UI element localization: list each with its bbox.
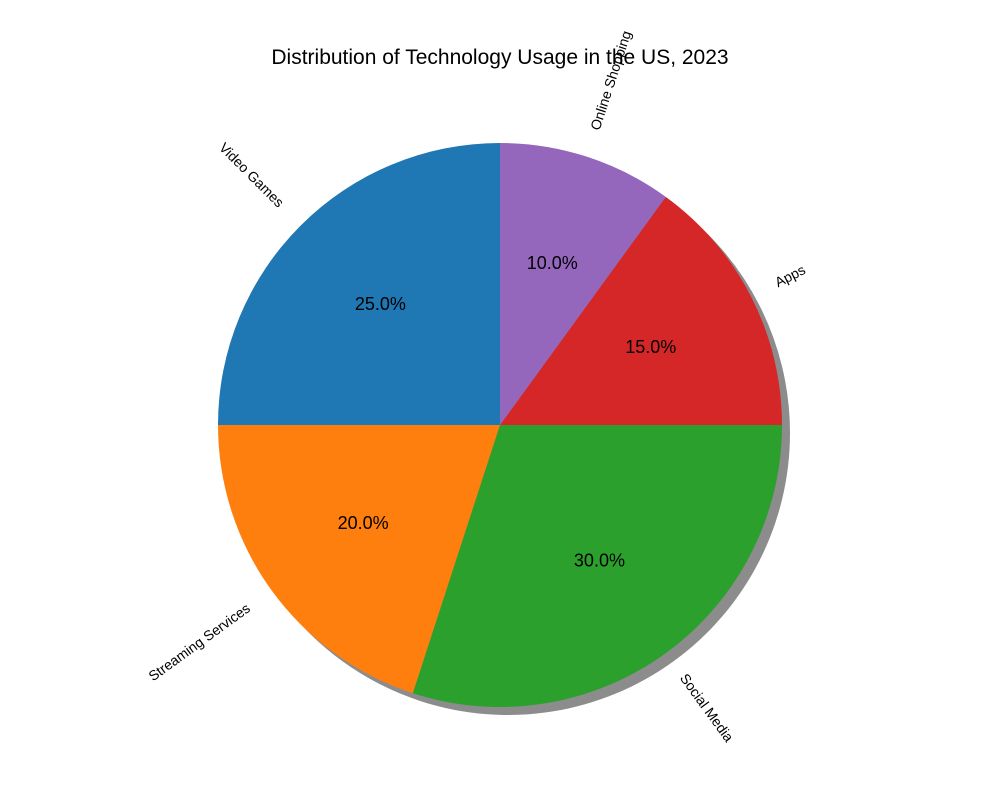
category-label-social-media: Social Media <box>677 670 737 744</box>
percent-label-social-media: 30.0% <box>574 551 625 571</box>
slice-social-media <box>412 425 782 708</box>
percent-label-online-shopping: 10.0% <box>527 253 578 273</box>
category-label-online-shopping: Online Shopping <box>587 29 634 132</box>
percent-label-streaming-services: 20.0% <box>338 513 389 533</box>
percent-label-video-games: 25.0% <box>355 294 406 314</box>
pie-slices <box>218 143 782 708</box>
category-label-video-games: Video Games <box>216 139 287 210</box>
slice-video-games <box>218 143 500 425</box>
chart-title: Distribution of Technology Usage in the … <box>271 46 728 69</box>
category-label-apps: Apps <box>772 261 808 290</box>
percent-label-apps: 15.0% <box>625 337 676 357</box>
category-label-streaming-services: Streaming Services <box>145 600 253 684</box>
slice-apps <box>500 196 782 425</box>
percent-labels: 25.0% 20.0% 30.0% 15.0% 10.0% <box>338 253 677 571</box>
slice-online-shopping <box>500 143 666 425</box>
slice-streaming-services <box>218 425 500 694</box>
